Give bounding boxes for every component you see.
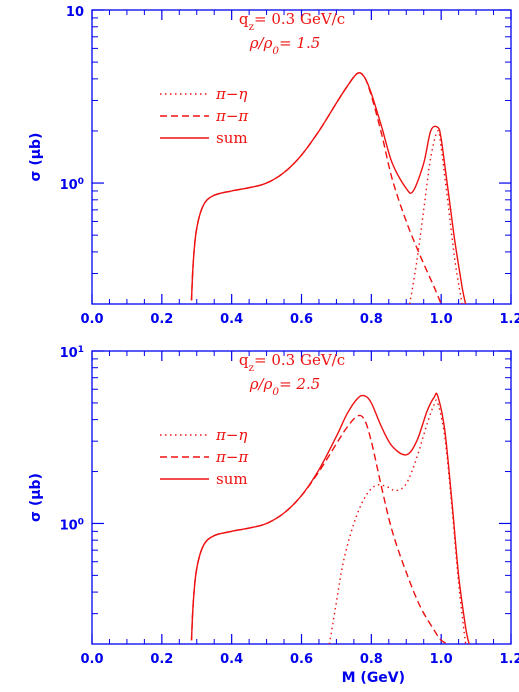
top-panel: 0.0 0.2 0.4 0.6 0.8 1.0 1.2 100 10 σ (μb) qz= 0.3 … <box>28 5 519 327</box>
legend-label: sum <box>216 129 248 147</box>
y-tick-label: 100 <box>60 517 84 533</box>
x-tick-label: 0.2 <box>150 652 173 667</box>
x-tick-label: 1.0 <box>430 312 453 327</box>
series-line-dotted <box>410 131 462 304</box>
title-line-1: qz= 0.3 GeV/c <box>239 10 345 33</box>
y-tick-label: 100 <box>60 177 84 193</box>
x-tick-label: 1.2 <box>499 312 519 327</box>
y-tick-label: 101 <box>60 345 84 361</box>
legend-label: π−π <box>215 448 249 466</box>
x-tick-label: 1.2 <box>499 652 519 667</box>
legend-label: π−π <box>215 107 249 125</box>
x-tick-label: 0.6 <box>290 652 313 667</box>
bottom-panel: 0.0 0.2 0.4 0.6 0.8 1.0 1.2 100 101 σ (μb) M (GeV)… <box>28 345 519 686</box>
y-axis-label: σ (μb) <box>28 133 44 182</box>
x-tick-label: 0.8 <box>360 312 383 327</box>
plot-frame <box>92 10 511 304</box>
y-tick-label: 10 <box>66 5 84 20</box>
plot-frame <box>92 351 511 644</box>
title-line-2: ρ/ρ0= 1.5 <box>249 34 321 57</box>
x-axis-label: M (GeV) <box>342 670 405 686</box>
x-tick-label: 0.0 <box>80 312 103 327</box>
x-tick-label: 0.2 <box>150 312 173 327</box>
legend-label: π−η <box>215 426 247 444</box>
title-line-2: ρ/ρ0= 2.5 <box>249 375 321 398</box>
x-tick-label: 0.0 <box>80 652 103 667</box>
y-axis-label: σ (μb) <box>28 473 44 522</box>
title-line-1: qz= 0.3 GeV/c <box>239 351 345 374</box>
legend-label: sum <box>216 470 248 488</box>
x-tick-label: 0.4 <box>220 312 243 327</box>
legend-label: π−η <box>215 85 247 103</box>
x-tick-label: 1.0 <box>430 652 453 667</box>
x-tick-label: 0.4 <box>220 652 243 667</box>
x-tick-label: 0.8 <box>360 652 383 667</box>
x-tick-label: 0.6 <box>290 312 313 327</box>
